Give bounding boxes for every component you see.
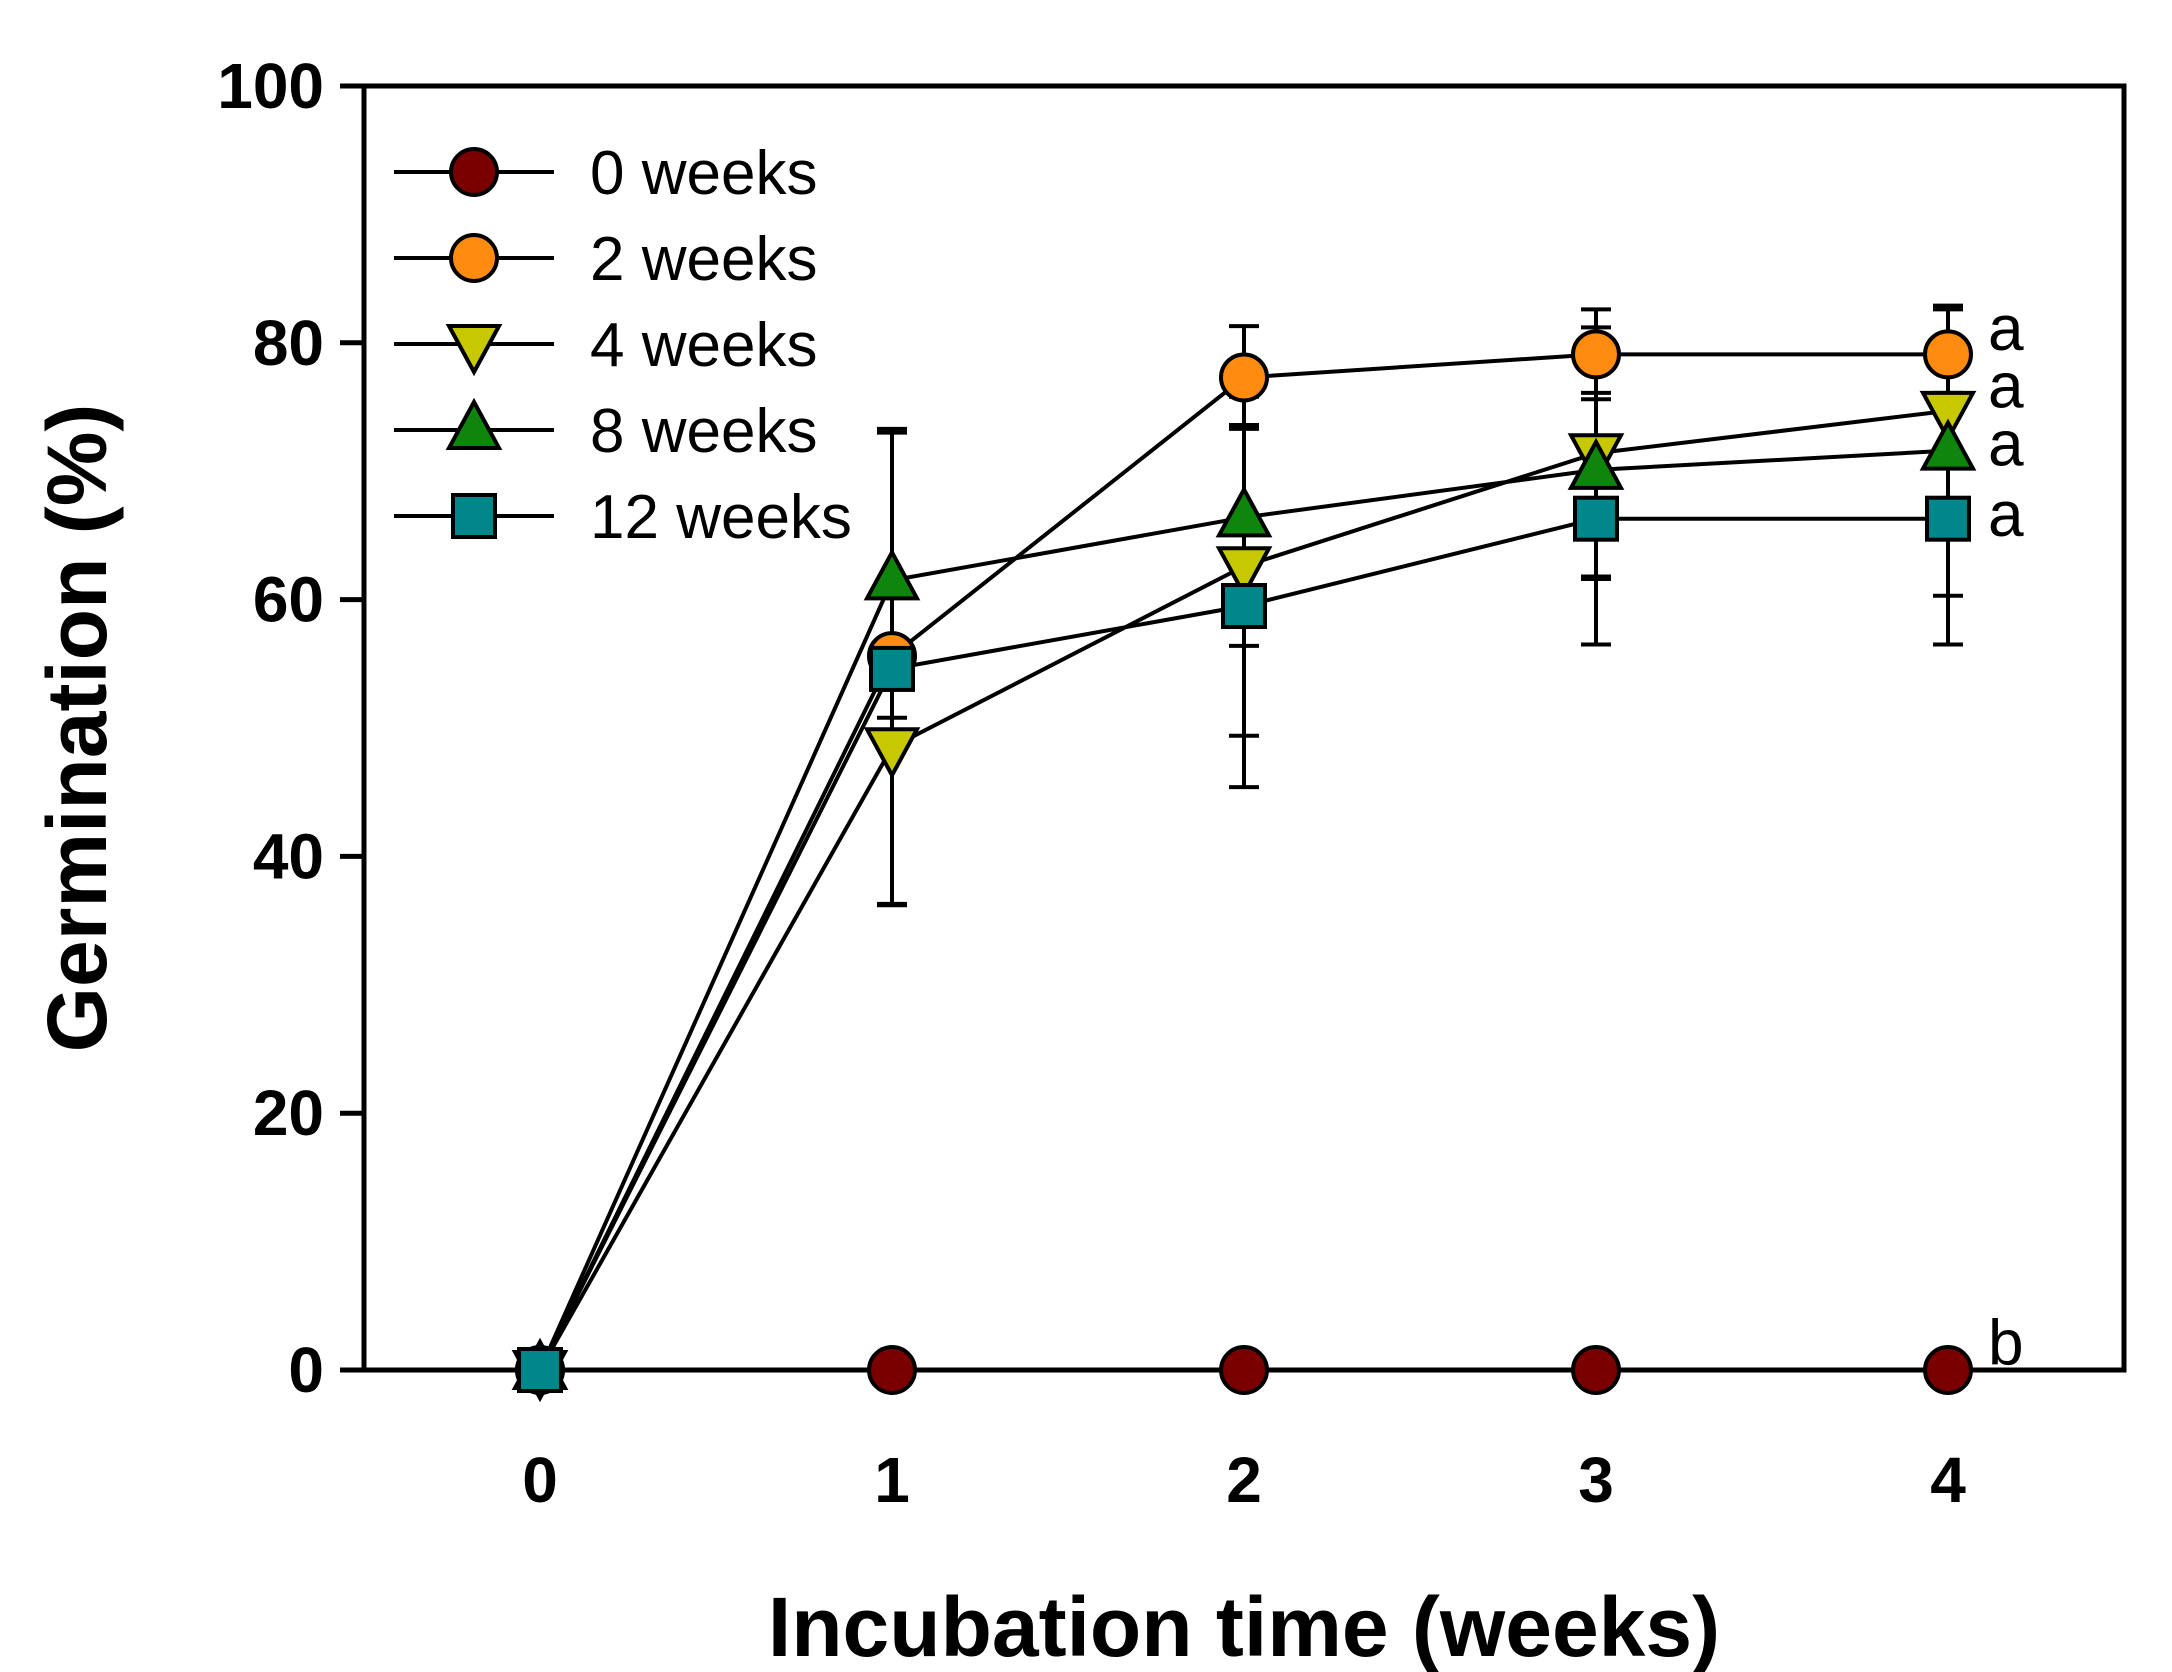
significance-letter: b bbox=[1988, 1306, 2024, 1378]
significance-letter: a bbox=[1988, 478, 2024, 550]
legend-label: 4 weeks bbox=[590, 311, 817, 380]
data-point-12-weeks bbox=[1221, 583, 1267, 630]
y-axis: 0 20 40 60 80 100 bbox=[217, 50, 364, 1406]
significance-letter: a bbox=[1988, 408, 2024, 480]
legend-marker bbox=[445, 324, 503, 377]
data-point-2-weeks bbox=[1219, 352, 1269, 403]
y-tick-label: 80 bbox=[253, 307, 324, 379]
y-tick-label: 0 bbox=[288, 1334, 324, 1406]
data-point-0-weeks bbox=[1219, 1345, 1269, 1395]
series-markers bbox=[511, 329, 1977, 1403]
x-tick-label: 3 bbox=[1578, 1444, 1614, 1516]
y-tick-label: 100 bbox=[217, 50, 324, 122]
y-tick-label: 60 bbox=[253, 564, 324, 636]
data-point-8-weeks bbox=[1215, 485, 1273, 538]
data-point-8-weeks bbox=[863, 548, 921, 601]
x-tick-label: 0 bbox=[522, 1444, 558, 1516]
legend-marker bbox=[449, 233, 499, 283]
x-tick-label: 2 bbox=[1226, 1444, 1262, 1516]
data-point-8-weeks bbox=[1567, 437, 1625, 490]
data-point-2-weeks bbox=[1923, 329, 1973, 380]
data-point-12-weeks bbox=[1925, 495, 1971, 542]
legend: 0 weeks 2 weeks 4 weeks 8 weeks 12 weeks bbox=[394, 139, 852, 552]
data-point-4-weeks bbox=[1919, 390, 1977, 444]
legend-marker bbox=[451, 493, 497, 539]
data-point-0-weeks bbox=[1923, 1345, 1973, 1395]
x-tick-label: 1 bbox=[874, 1444, 910, 1516]
data-point-0-weeks bbox=[867, 1345, 917, 1395]
data-point-4-weeks bbox=[1215, 546, 1273, 599]
legend-marker bbox=[449, 147, 499, 197]
data-point-12-weeks bbox=[517, 1347, 563, 1393]
legend-label: 2 weeks bbox=[590, 225, 817, 294]
data-point-12-weeks bbox=[1573, 495, 1619, 542]
significance-letter: a bbox=[1988, 350, 2024, 422]
legend-label: 12 weeks bbox=[590, 483, 852, 552]
significance-letter: a bbox=[1988, 292, 2024, 364]
error-bars bbox=[877, 303, 1963, 908]
legend-label: 8 weeks bbox=[590, 397, 817, 466]
y-tick-label: 20 bbox=[253, 1077, 324, 1149]
data-point-8-weeks bbox=[1919, 418, 1977, 471]
x-axis: 0 1 2 3 4 bbox=[522, 1370, 1966, 1516]
data-point-2-weeks bbox=[1571, 329, 1621, 380]
y-tick-label: 40 bbox=[253, 820, 324, 892]
data-point-0-weeks bbox=[1571, 1345, 1621, 1395]
x-axis-title: Incubation time (weeks) bbox=[768, 1580, 1720, 1672]
y-axis-title: Germination (%) bbox=[30, 404, 124, 1053]
data-point-12-weeks bbox=[869, 645, 915, 692]
legend-label: 0 weeks bbox=[590, 139, 817, 208]
x-tick-label: 4 bbox=[1930, 1444, 1966, 1516]
legend-marker bbox=[445, 397, 503, 450]
data-point-4-weeks bbox=[863, 727, 921, 780]
